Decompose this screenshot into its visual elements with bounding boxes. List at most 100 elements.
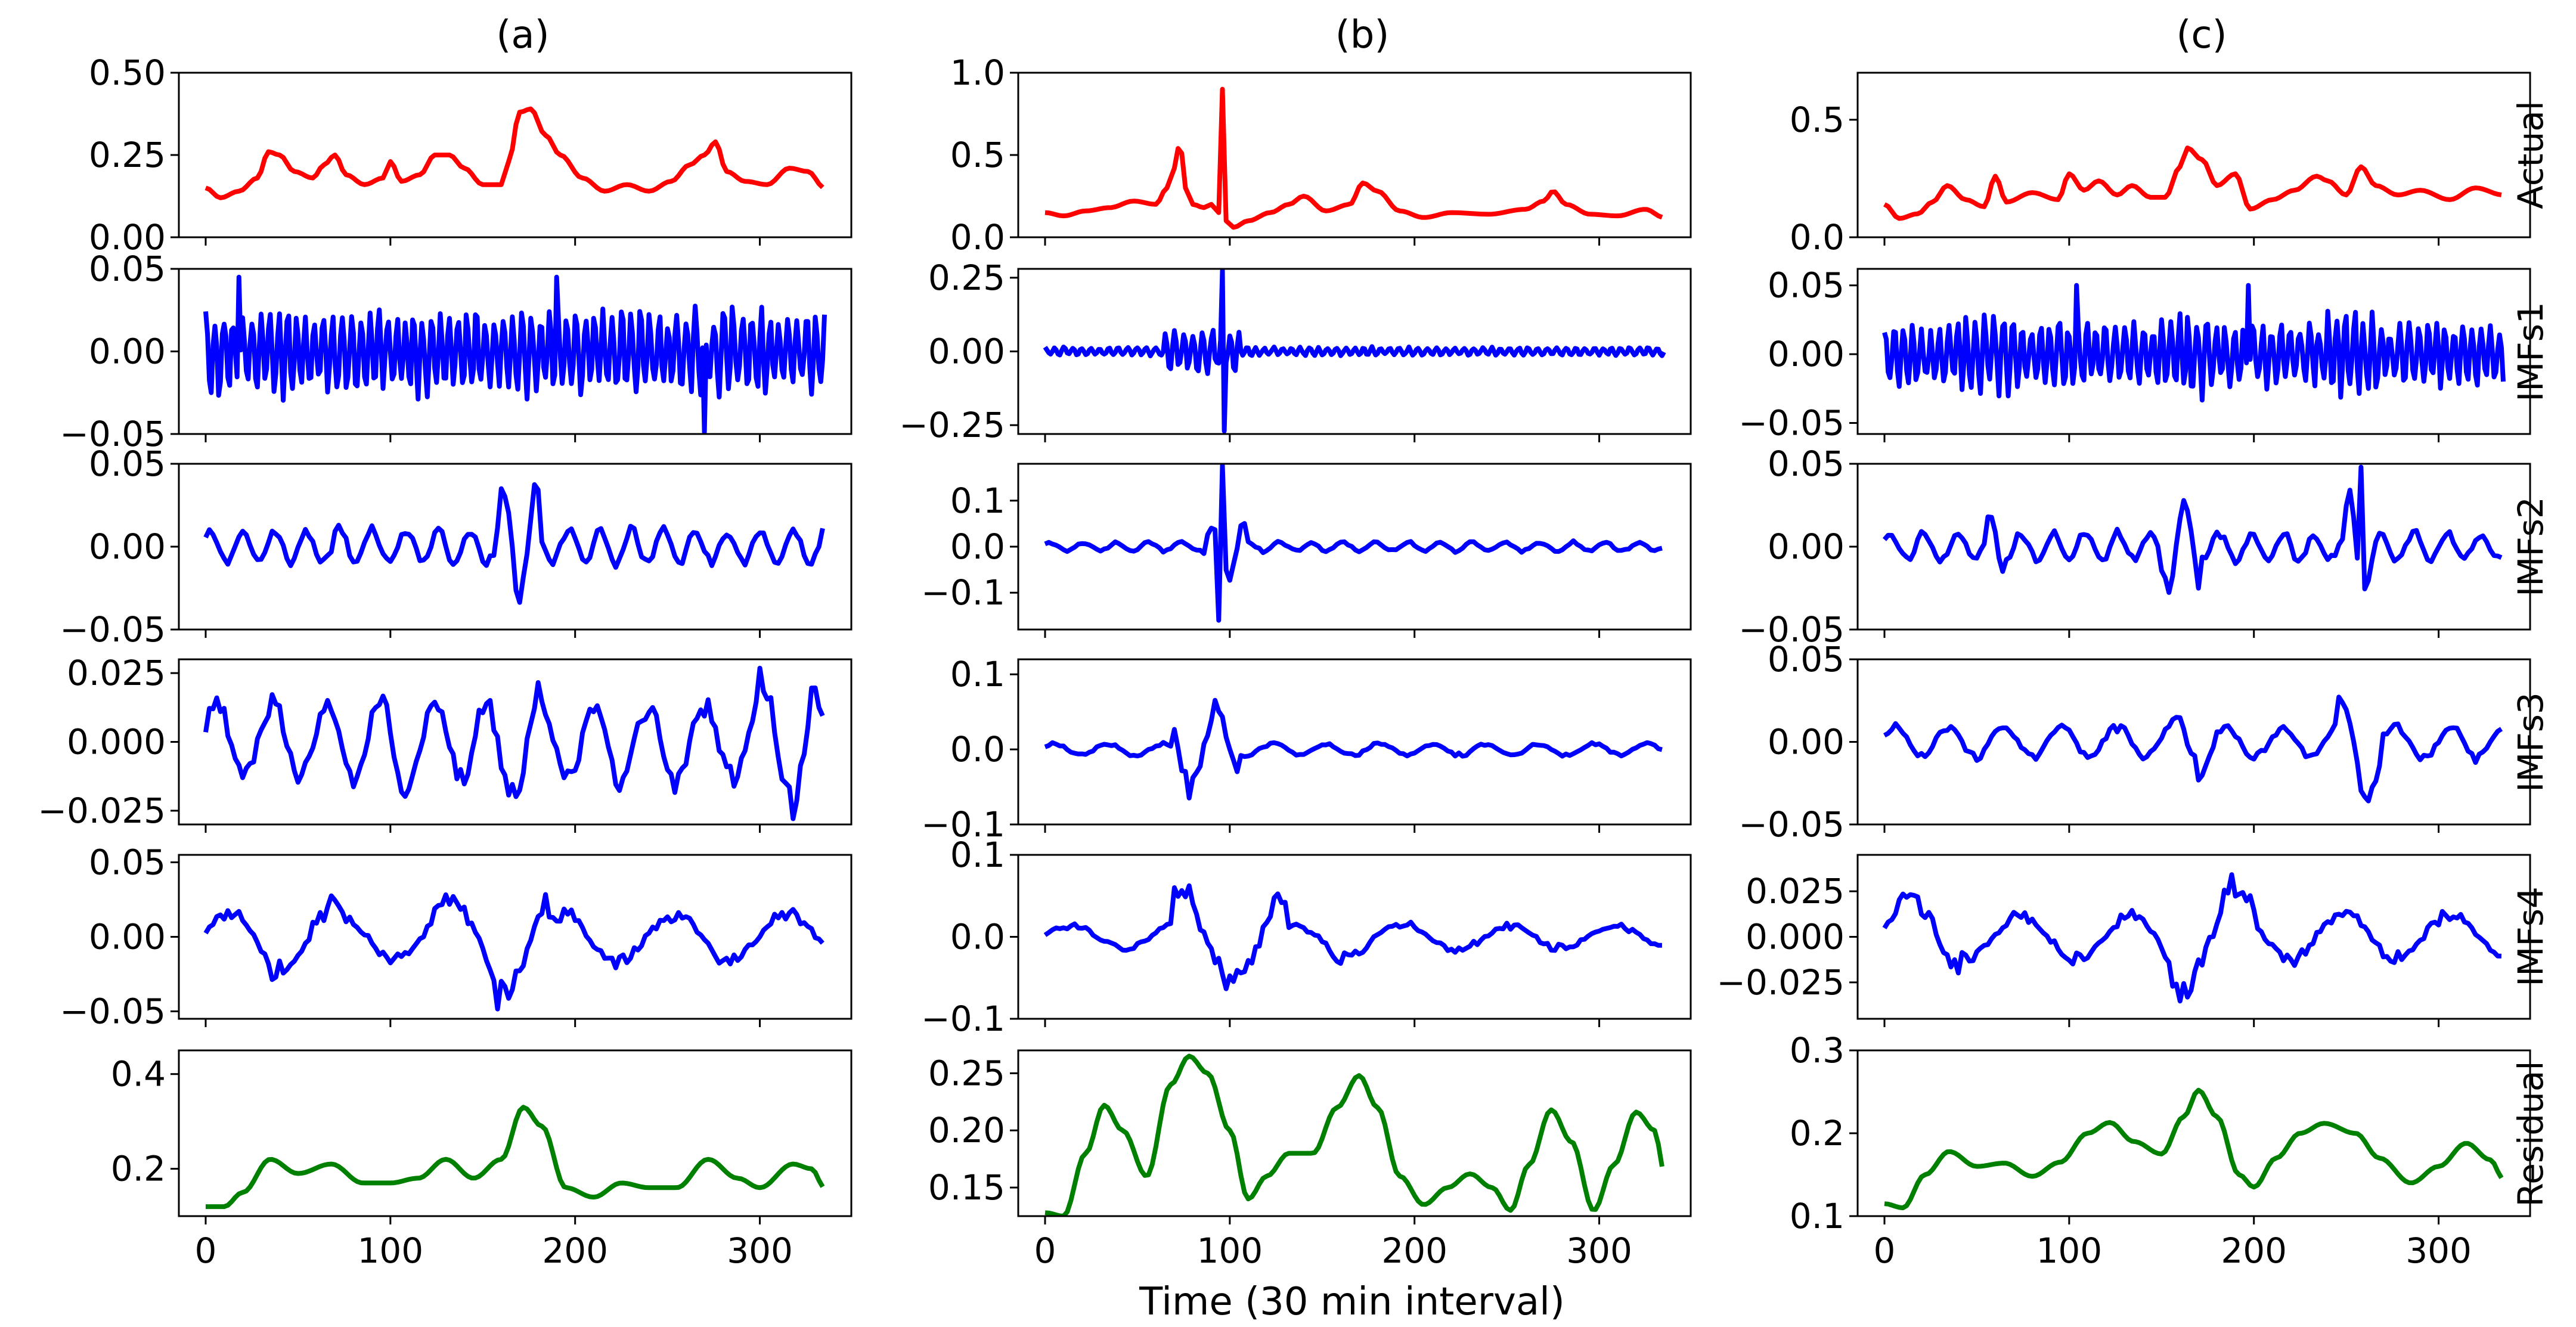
series-line-residual	[1044, 1053, 1664, 1216]
y-tick-label: −0.25	[899, 405, 1005, 445]
y-tick-label: 0.1	[1790, 1196, 1845, 1236]
x-tick-label: 0	[195, 1230, 217, 1271]
y-tick-label: −0.05	[60, 609, 166, 650]
y-tick-label: 0.25	[89, 135, 166, 175]
series-line-actual	[1883, 145, 2502, 221]
y-tick-label: 0.05	[89, 842, 166, 883]
series-line-imfs2	[1044, 464, 1663, 623]
y-tick-label: 0.000	[1746, 917, 1845, 957]
x-tick-label: 200	[2221, 1230, 2287, 1271]
series-line-imfs4	[203, 892, 824, 1012]
y-tick-label: 0.2	[1790, 1113, 1845, 1154]
series-line-imfs2	[1882, 464, 2503, 595]
y-tick-label: 0.3	[1790, 1030, 1845, 1071]
y-tick-label: 0.4	[111, 1054, 166, 1095]
axes-frame	[178, 1049, 853, 1217]
y-tick-label: 0.025	[67, 653, 166, 693]
panel-1-imfs2: −0.1 0.0 0.1	[921, 463, 1692, 638]
x-tick-label: 0	[1874, 1230, 1896, 1271]
panel-2-imfs1: −0.05 0.00 0.05	[1738, 265, 2531, 444]
y-tick-label: 0.0	[950, 217, 1005, 258]
x-tick-label: 100	[357, 1230, 423, 1271]
series-line-actual	[204, 106, 824, 200]
x-tick-label: 200	[1381, 1230, 1447, 1271]
y-tick-label: −0.025	[1716, 962, 1845, 1003]
y-tick-label: 0.00	[89, 917, 166, 957]
y-tick-label: −0.1	[921, 804, 1005, 845]
axes-frame	[1856, 658, 2531, 826]
y-tick-label: 0.00	[1768, 526, 1845, 567]
panel-2-imfs4: −0.025 0.000 0.025	[1716, 854, 2531, 1027]
panel-1-actual: 0.0 0.5 1.0	[950, 52, 1692, 258]
series-line-imfs3	[203, 665, 825, 821]
y-tick-label: 0.5	[1790, 100, 1845, 140]
y-tick-label: 0.00	[89, 526, 166, 567]
panel-0-actual: 0.00 0.25 0.50	[89, 52, 853, 258]
y-tick-label: 0.000	[67, 722, 166, 762]
axes-frame	[1856, 854, 2531, 1020]
x-tick-label: 0	[1034, 1230, 1056, 1271]
x-tick-label: 300	[727, 1230, 793, 1271]
panel-2-residual: 0.1 0.2 0.3 0 100 200 300	[1790, 1030, 2531, 1271]
series-line-imfs4	[1882, 872, 2501, 1004]
y-tick-label: −0.05	[1738, 609, 1845, 650]
x-axis-label: Time (30 min interval)	[1139, 1280, 1565, 1324]
y-tick-label: 0.0	[1790, 217, 1845, 258]
y-tick-label: 0.25	[928, 258, 1005, 298]
series-line-imfs3	[1044, 697, 1663, 801]
series-line-imfs1	[1882, 283, 2506, 403]
series-line-actual	[1044, 86, 1663, 230]
y-tick-label: 0.50	[89, 52, 166, 93]
y-tick-label: 0.20	[928, 1110, 1005, 1151]
panel-2-imfs3: −0.05 0.00 0.05	[1738, 639, 2531, 845]
panel-1-imfs4: −0.1 0.0 0.1	[921, 835, 1692, 1039]
y-tick-label: 0.00	[89, 217, 166, 258]
y-tick-label: −0.05	[60, 991, 166, 1032]
axes-frame	[1856, 1049, 2531, 1217]
y-tick-label: −0.05	[1738, 804, 1845, 845]
y-tick-label: 0.00	[1768, 334, 1845, 374]
panel-2-actual: 0.0 0.5	[1790, 72, 2531, 258]
y-tick-label: 0.05	[1768, 265, 1845, 306]
y-tick-label: −0.05	[1738, 403, 1845, 444]
axes-frame	[1856, 72, 2531, 238]
y-tick-label: 0.0	[950, 729, 1005, 770]
panel-0-imfs4: −0.05 0.00 0.05	[60, 842, 853, 1032]
y-tick-label: 0.05	[89, 444, 166, 484]
panel-0-imfs3: −0.025 0.000 0.025	[38, 653, 853, 833]
column-title-b: (b)	[1335, 13, 1390, 57]
y-tick-label: 0.025	[1746, 871, 1845, 911]
axes-frame	[178, 658, 853, 826]
y-tick-label: 0.05	[1768, 444, 1845, 484]
y-tick-label: 0.05	[1768, 639, 1845, 680]
panel-0-residual: 0.2 0.4 0 100 200 300	[111, 1049, 853, 1271]
series-line-imfs1	[1043, 269, 1666, 434]
y-tick-label: 0.5	[950, 135, 1005, 175]
x-tick-label: 300	[1566, 1230, 1632, 1271]
y-tick-label: 0.05	[89, 249, 166, 289]
y-tick-label: 0.15	[928, 1167, 1005, 1208]
series-line-imfs2	[203, 482, 825, 605]
y-tick-label: 0.25	[928, 1053, 1005, 1093]
y-tick-label: 0.1	[950, 654, 1005, 694]
y-tick-label: −0.025	[38, 790, 166, 831]
y-tick-label: 0.1	[950, 480, 1005, 521]
y-tick-label: 1.0	[950, 52, 1005, 93]
column-titles: (a) (b) (c)	[496, 13, 2227, 57]
y-tick-label: 0.00	[1768, 722, 1845, 762]
series-line-imfs1	[203, 274, 827, 434]
y-tick-label: 0.1	[950, 835, 1005, 875]
row-labels: Actual IMFs1 IMFs2 IMFs3 IMFs4 Residual	[2510, 101, 2551, 1207]
x-tick-label: 300	[2405, 1230, 2472, 1271]
y-tick-label: 0.2	[111, 1149, 166, 1189]
x-tick-label: 100	[1196, 1230, 1263, 1271]
column-title-a: (a)	[496, 13, 549, 57]
x-tick-label: 100	[2036, 1230, 2102, 1271]
y-tick-label: 0.00	[928, 331, 1005, 372]
series-line-residual	[1884, 1087, 2504, 1211]
y-tick-label: 0.00	[89, 331, 166, 372]
axes-frame	[1017, 658, 1692, 826]
axes-frame	[1017, 1049, 1692, 1217]
column-title-c: (c)	[2176, 13, 2227, 57]
